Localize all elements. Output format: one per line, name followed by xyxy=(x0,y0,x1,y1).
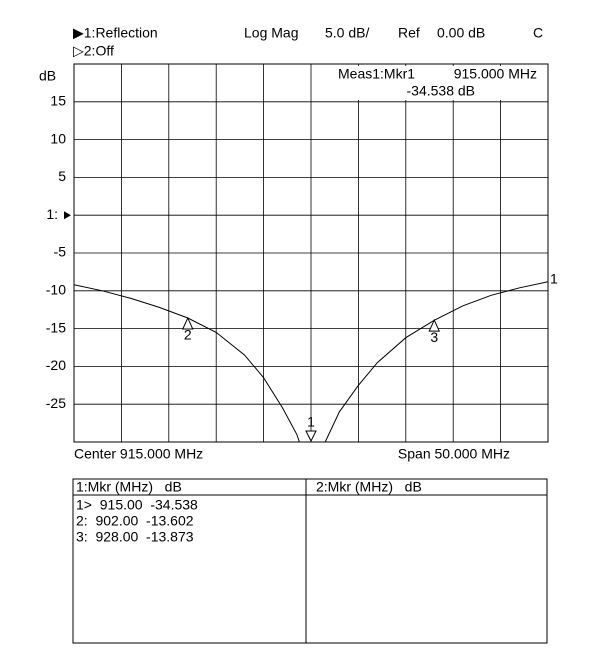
y-tick-label: -15 xyxy=(46,319,66,335)
table-row: 2: 902.00 -13.602 xyxy=(76,513,194,529)
trace1-label: ▶1:Reflection xyxy=(73,25,158,41)
y-tick-label: 1: xyxy=(46,206,58,222)
readout-bg xyxy=(335,66,547,100)
center-label: Center 915.000 MHz xyxy=(74,446,203,462)
marker-triangle xyxy=(428,318,441,332)
readout-freq: 915.000 MHz xyxy=(454,66,537,82)
table-row: 3: 928.00 -13.873 xyxy=(76,529,194,545)
ref-value: 0.00 dB xyxy=(437,25,485,41)
marker-table xyxy=(72,478,548,644)
table-left-header: 1:Mkr (MHz) dB xyxy=(76,479,182,495)
table-row: 1> 915.00 -34.538 xyxy=(76,497,198,513)
trace2-label: ▷2:Off xyxy=(73,43,114,59)
y-tick-label: -20 xyxy=(46,357,66,373)
marker-label: 3 xyxy=(430,329,438,345)
readout-title: Meas1:Mkr1 xyxy=(338,66,415,82)
flag: C xyxy=(533,25,543,41)
marker-label: 1 xyxy=(307,414,315,430)
y-tick-label: -25 xyxy=(46,395,66,411)
span-label: Span 50.000 MHz xyxy=(398,446,510,462)
table-right-header: 2:Mkr (MHz) dB xyxy=(316,479,422,495)
scale: 5.0 dB/ xyxy=(325,25,369,41)
format: Log Mag xyxy=(244,25,298,41)
marker-triangle xyxy=(181,316,194,330)
marker-label: 2 xyxy=(184,327,192,343)
ref-label: Ref xyxy=(398,25,420,41)
trace-end-label: 1 xyxy=(550,270,558,286)
reference-arrow xyxy=(64,211,71,220)
y-tick-label: -10 xyxy=(46,282,66,298)
trace xyxy=(74,281,548,442)
marker-triangle xyxy=(305,430,317,443)
y-tick-label: 15 xyxy=(50,93,66,109)
y-tick-label: 5 xyxy=(58,168,66,184)
y-axis-label: dB xyxy=(39,68,56,84)
readout-value: -34.538 dB xyxy=(407,83,476,99)
y-tick-label: 10 xyxy=(50,130,66,146)
y-tick-label: -5 xyxy=(54,244,67,260)
